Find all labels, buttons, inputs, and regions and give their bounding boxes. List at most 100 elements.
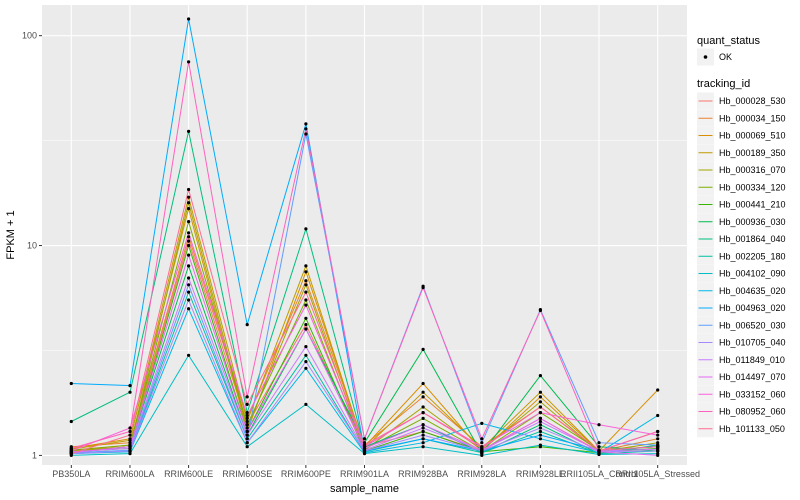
data-point (304, 290, 308, 294)
data-point (538, 411, 543, 415)
legend-series-label: Hb_004635_020 (719, 286, 786, 296)
data-point (480, 437, 484, 441)
legend-series-label: Hb_004102_090 (719, 269, 786, 279)
data-point (538, 400, 543, 404)
data-point (187, 17, 191, 21)
data-point (187, 353, 191, 357)
data-point (421, 286, 425, 290)
x-tick-label: RRIM600LE (164, 469, 213, 479)
data-point (304, 270, 308, 274)
data-point (656, 413, 660, 418)
data-point (245, 445, 249, 449)
legend-series-label: Hb_011849_010 (719, 355, 785, 365)
data-point (245, 433, 249, 437)
data-point (656, 447, 660, 451)
data-point (597, 441, 601, 445)
x-tick-label: RRIM928LE (516, 469, 565, 479)
data-point (245, 426, 249, 430)
y-tick-label: 100 (22, 31, 37, 41)
data-point (245, 429, 249, 434)
data-point (597, 448, 601, 452)
data-point (69, 419, 73, 424)
data-point (480, 453, 484, 457)
data-point (538, 416, 543, 420)
legend-series-label: Hb_001864_040 (719, 234, 786, 244)
data-point (187, 239, 191, 243)
data-point (128, 449, 132, 453)
data-point (538, 437, 543, 441)
data-point (362, 441, 367, 445)
data-point (421, 390, 425, 394)
data-point (304, 227, 308, 231)
data-point (656, 441, 660, 445)
data-point (187, 290, 191, 294)
data-point (421, 445, 425, 449)
data-point (538, 443, 543, 447)
legend-series-label: Hb_101133_050 (719, 424, 785, 434)
y-axis: 1 10 100 (22, 31, 42, 460)
data-point (304, 279, 308, 283)
x-tick-label: RRIM928LA (457, 469, 506, 479)
data-point (421, 426, 425, 430)
x-tick-label: RRIM600SE (222, 469, 272, 479)
x-tick-label: RRIM600LA (105, 469, 154, 479)
data-point (128, 384, 132, 388)
legend-series-entries: Hb_000028_530 Hb_000034_150 Hb_000069_510 H… (697, 92, 786, 438)
legend-series-label: Hb_000334_120 (719, 182, 786, 192)
data-point (187, 220, 191, 224)
data-point (304, 122, 308, 126)
legend-series-label: Hb_033152_060 (719, 389, 786, 399)
data-point (187, 235, 191, 239)
data-point (128, 433, 132, 437)
data-point (538, 423, 543, 427)
data-point (187, 231, 191, 235)
data-point (245, 411, 249, 415)
data-point (656, 433, 660, 437)
data-point (187, 253, 191, 257)
data-point (362, 437, 367, 441)
data-point (245, 413, 249, 418)
data-point (538, 308, 543, 313)
data-point (304, 316, 308, 320)
data-point (304, 345, 308, 349)
y-axis-title: FPKM + 1 (5, 210, 17, 259)
data-point (656, 437, 660, 441)
data-point (362, 443, 367, 447)
data-point (304, 127, 308, 131)
data-point (187, 207, 191, 211)
data-point (187, 283, 191, 287)
data-point (421, 429, 425, 434)
data-point (421, 441, 425, 445)
legend-quant-title: quant_status (697, 35, 760, 47)
data-point (421, 433, 425, 437)
data-point (187, 307, 191, 311)
data-point (421, 411, 425, 415)
legend-series-label: Hb_080952_060 (719, 407, 786, 417)
data-point (538, 405, 543, 409)
data-point (304, 366, 308, 370)
legend-series-label: Hb_006520_030 (719, 320, 786, 330)
series-points (69, 17, 660, 457)
data-point (187, 195, 191, 199)
legend-series-label: Hb_000069_510 (719, 131, 786, 141)
data-point (187, 243, 191, 248)
legend-quant-entries: OK (697, 48, 732, 66)
legend-series-label: Hb_002205_180 (719, 251, 786, 261)
legend-series-label: Hb_000034_150 (719, 113, 786, 123)
y-tick-label: 1 (32, 450, 37, 460)
x-tick-label: RRII105LA_Stressed (615, 469, 700, 479)
data-point (245, 437, 249, 441)
x-tick-label: RRII105LA_Control (560, 469, 638, 479)
legend-series-label: Hb_000441_210 (719, 200, 786, 210)
data-point (538, 395, 543, 399)
data-point (304, 298, 308, 302)
legend-point-key (703, 55, 708, 59)
data-point (421, 347, 425, 351)
x-axis: PB350LA RRIM600LA RRIM600LE RRIM600SE RRIM60… (52, 465, 700, 479)
data-point (304, 132, 308, 136)
data-point (421, 405, 425, 409)
data-point (421, 416, 425, 420)
legend-series-label: Hb_010705_040 (719, 338, 786, 348)
data-point (245, 323, 249, 327)
